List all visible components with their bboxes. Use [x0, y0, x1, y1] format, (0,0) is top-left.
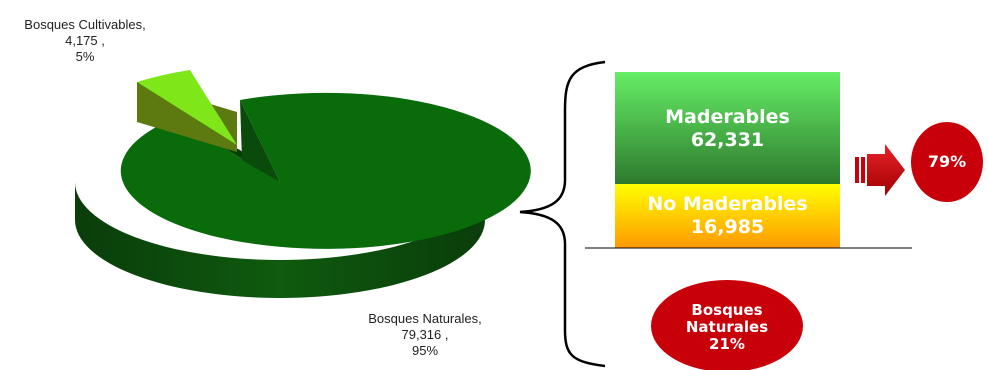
maderables-value: 62,331 [690, 129, 765, 151]
curly-brace [519, 60, 606, 368]
pie-slice-bosques-naturales [120, 92, 531, 249]
pie-wedge-edge [240, 100, 280, 182]
percent-badge-bottom [651, 280, 803, 370]
no-maderables-label: No Maderables 16,985 [615, 193, 840, 239]
maderables-box [615, 72, 840, 184]
badge-bottom-line1: Bosques [691, 301, 763, 319]
slice-percent-naturales: 95% [411, 343, 439, 358]
badge-bottom-line3: 21% [709, 335, 745, 353]
no-maderables-title: No Maderables [647, 193, 808, 215]
percent-badge-right-text: 79% [927, 152, 967, 171]
badge-bottom-line2: Naturales [685, 318, 769, 336]
percent-badge-right [911, 122, 983, 202]
no-maderables-value: 16,985 [690, 216, 765, 238]
maderables-label: Maderables 62,331 [615, 106, 840, 152]
maderables-title: Maderables [665, 106, 790, 128]
pie-slice-cultivables-side [137, 82, 237, 152]
slice-percent-cultivables: 5% [75, 49, 95, 64]
slice-name-cultivables: Bosques Cultivables, [24, 17, 146, 32]
no-maderables-box [615, 184, 840, 248]
slice-value-cultivables: 4,175 , [65, 33, 105, 48]
pie-side-naturales [75, 182, 485, 298]
slice-label-cultivables: Bosques Cultivables, 4,175 , 5% [0, 17, 170, 65]
slice-name-naturales: Bosques Naturales, [368, 311, 482, 326]
pie-slice-bosques-cultivables [137, 70, 237, 145]
slice-value-naturales: 79,316 , [401, 327, 449, 342]
arrow-icon [855, 144, 905, 196]
percent-badge-bottom-text: Bosques Naturales 21% [651, 302, 803, 353]
slice-label-naturales: Bosques Naturales, 79,316 , 95% [340, 311, 510, 359]
